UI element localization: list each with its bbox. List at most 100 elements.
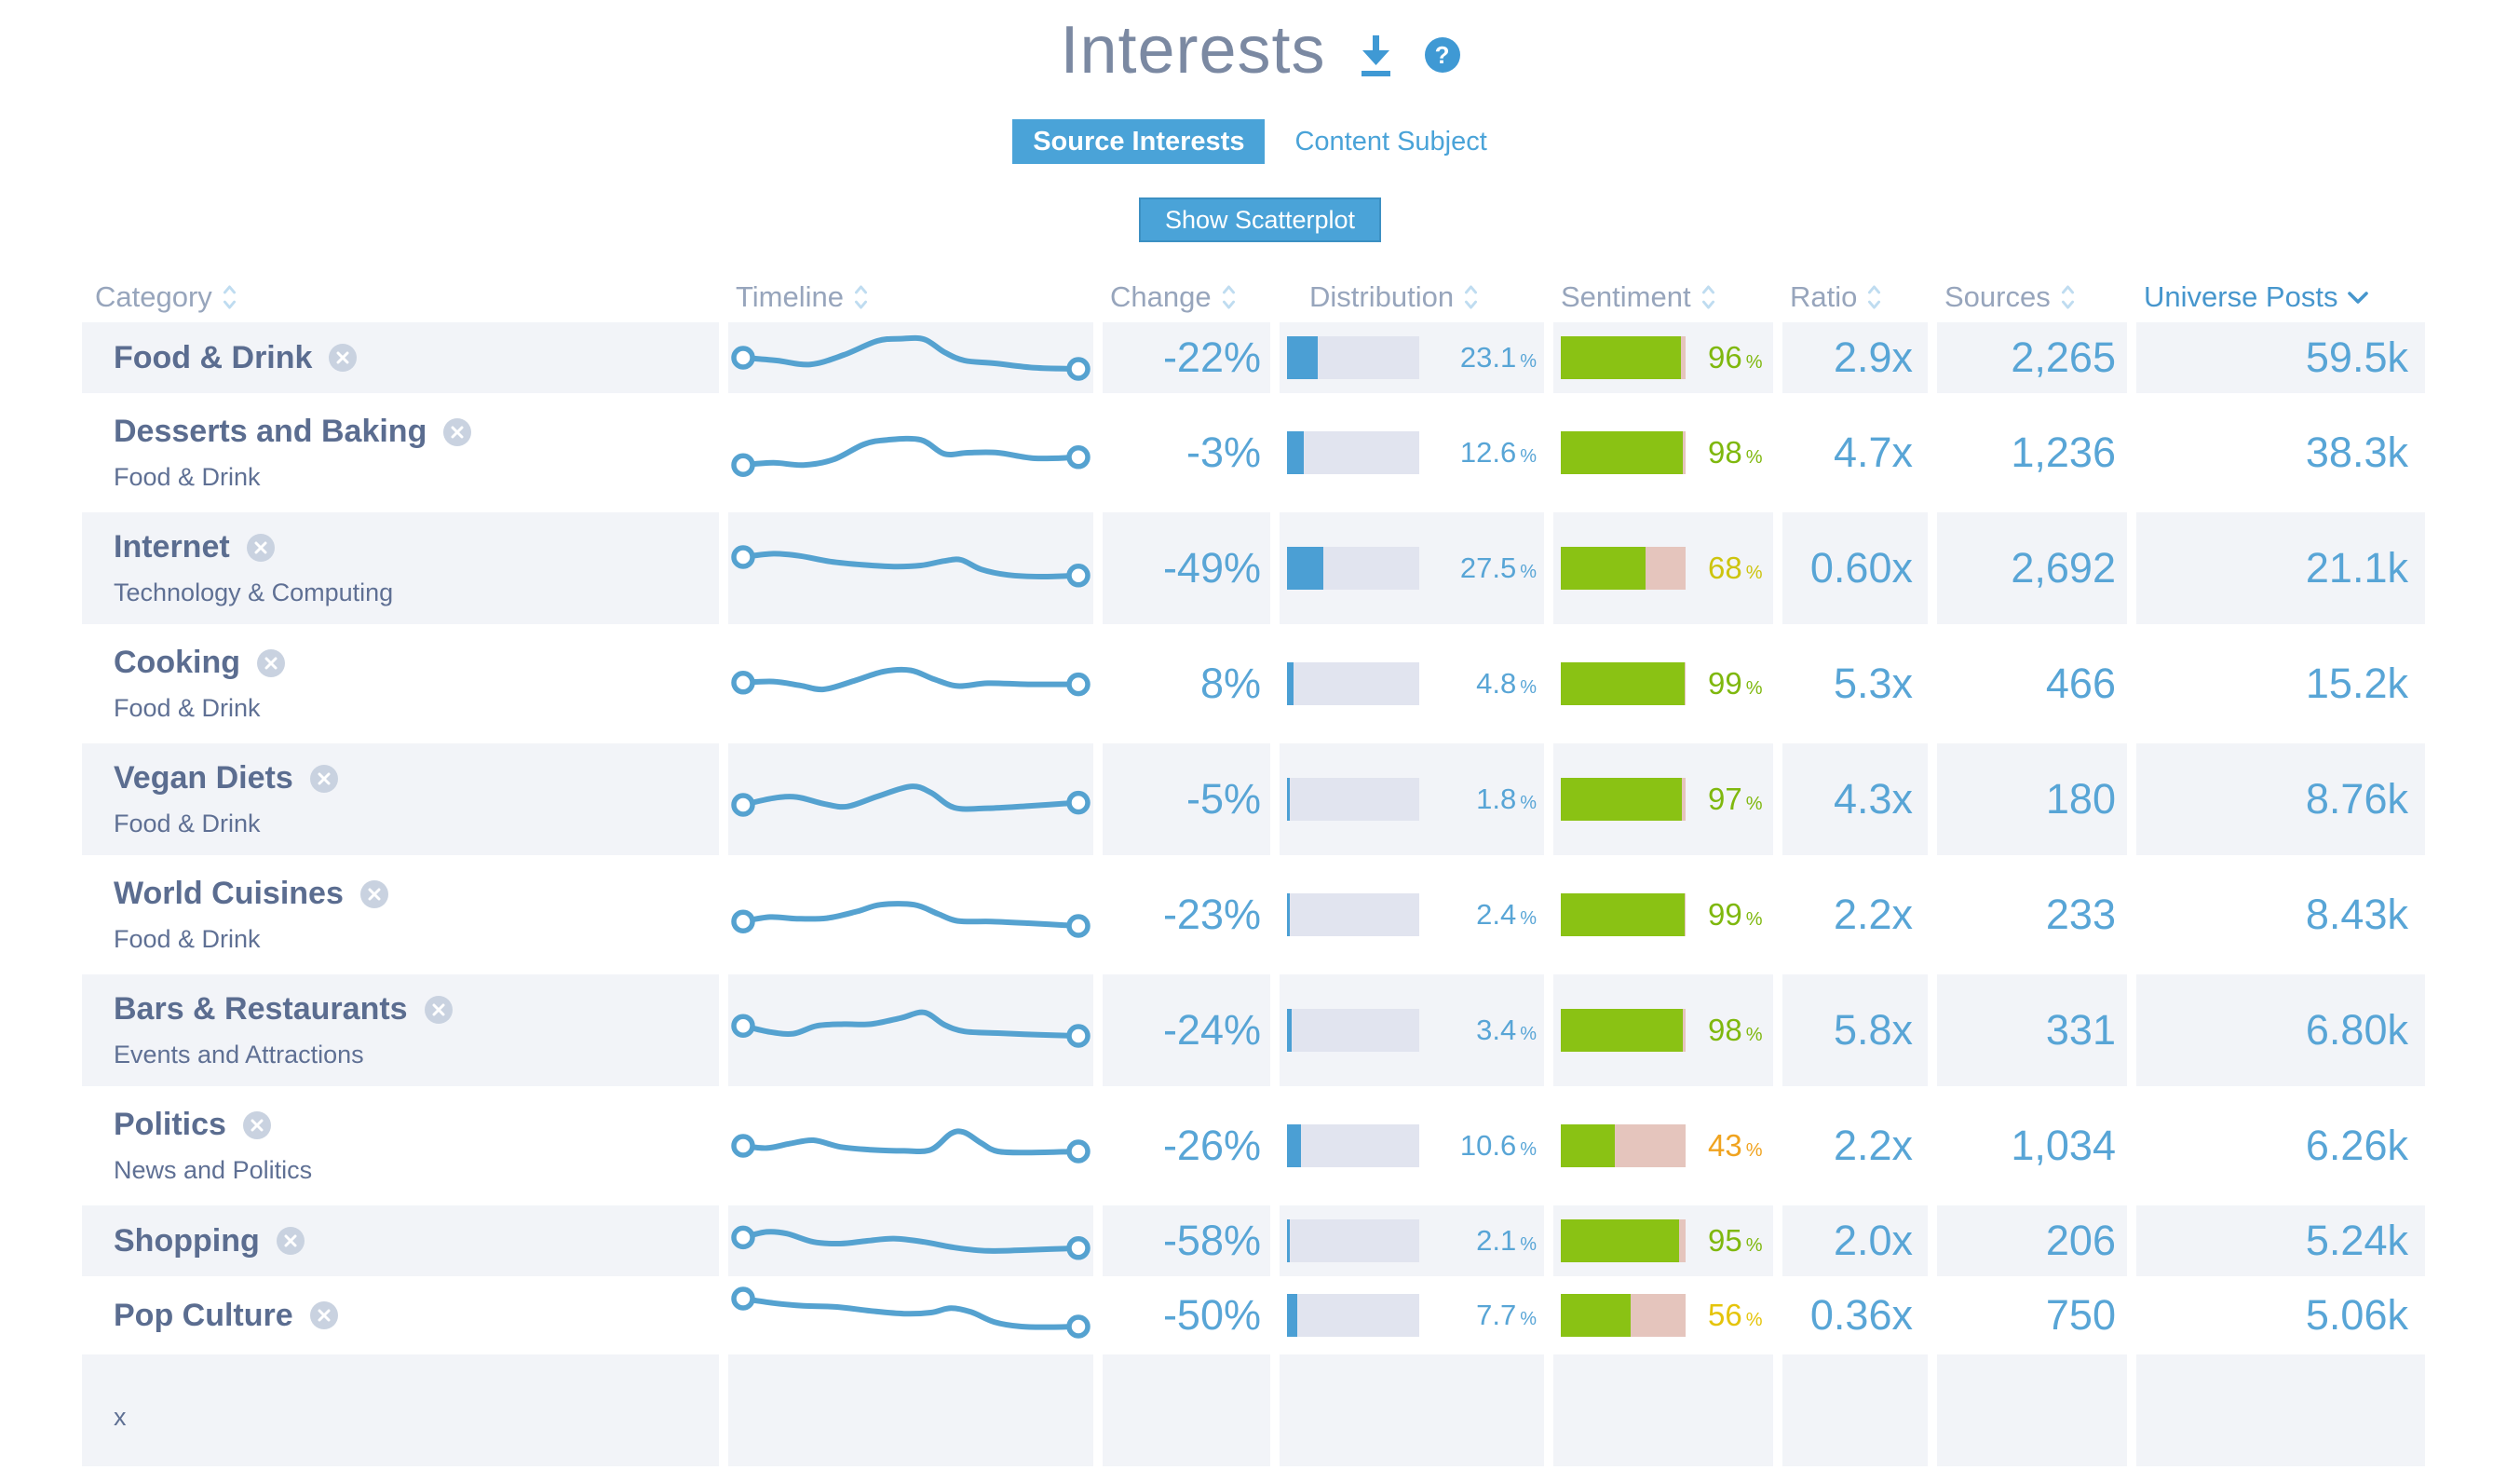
- sort-icon[interactable]: [853, 282, 869, 312]
- ratio-value: 5.8x: [1833, 1006, 1913, 1054]
- category-name: Vegan Diets: [114, 760, 293, 796]
- download-icon[interactable]: [1354, 32, 1397, 82]
- help-icon[interactable]: ?: [1424, 37, 1460, 73]
- sentiment-cell: 99 %: [1553, 628, 1773, 740]
- distribution-bar: [1287, 431, 1419, 474]
- change-cell: -22%: [1103, 322, 1270, 393]
- table-row[interactable]: Cooking Food & Drink 8% 4.8 %: [82, 628, 2425, 740]
- interests-table: Category Timeline Change Distribution Se…: [82, 272, 2425, 1470]
- timeline-sparkline: [731, 666, 1091, 697]
- sources-cell: 331: [1937, 974, 2127, 1086]
- timeline-cell: [728, 512, 1093, 624]
- timeline-sparkline: [731, 1225, 1091, 1260]
- distribution-bar: [1287, 1124, 1419, 1167]
- category-name: Food & Drink: [114, 339, 313, 375]
- remove-category-icon[interactable]: [242, 1110, 271, 1139]
- sentiment-bar-positive: [1561, 336, 1681, 379]
- category-name: Cooking: [114, 645, 240, 680]
- timeline-cell: [728, 1090, 1093, 1202]
- sort-icon[interactable]: [1221, 282, 1237, 312]
- percent-sign: %: [1520, 351, 1537, 372]
- column-header[interactable]: Sources: [1937, 280, 2127, 314]
- table-row[interactable]: Bars & Restaurants Events and Attraction…: [82, 974, 2425, 1086]
- change-cell: -26%: [1103, 1090, 1270, 1202]
- remove-category-icon[interactable]: [359, 879, 388, 908]
- category-parent: Food & Drink: [114, 694, 261, 722]
- remove-category-icon[interactable]: [443, 417, 472, 446]
- table-row[interactable]: Vegan Diets Food & Drink -5% 1.8: [82, 743, 2425, 855]
- distribution-bar: [1287, 1009, 1419, 1052]
- distribution-value: 2.4: [1476, 898, 1517, 931]
- column-header[interactable]: Change: [1103, 280, 1270, 314]
- sources-cell: 1,034: [1937, 1090, 2127, 1202]
- sort-icon[interactable]: [222, 282, 237, 312]
- sentiment-bar-positive: [1561, 1294, 1632, 1337]
- tab-content-subject[interactable]: Content Subject: [1274, 119, 1507, 164]
- sentiment-bar-positive: [1561, 431, 1684, 474]
- category-name: Desserts and Baking: [114, 414, 427, 449]
- tab-source-interests[interactable]: Source Interests: [1012, 119, 1266, 164]
- universe-posts-value: 8.43k: [2305, 891, 2408, 938]
- column-header[interactable]: Distribution: [1280, 280, 1544, 314]
- distribution-value: 12.6: [1459, 436, 1517, 469]
- change-cell: -3%: [1103, 397, 1270, 509]
- sources-cell: 2,692: [1937, 512, 2127, 624]
- sort-descending-icon[interactable]: [2347, 291, 2369, 305]
- column-header-label: Universe Posts: [2144, 280, 2338, 313]
- table-row[interactable]: World Cuisines Food & Drink -23% 2.4: [82, 859, 2425, 971]
- remove-category-icon[interactable]: [329, 344, 358, 372]
- universe-posts-cell: 5.24k: [2136, 1205, 2425, 1276]
- universe-posts-value: 6.80k: [2305, 1006, 2408, 1054]
- sentiment-value: 43: [1708, 1128, 1742, 1163]
- column-header[interactable]: Sentiment: [1553, 280, 1773, 314]
- timeline-cell: [728, 1354, 1093, 1466]
- sentiment-bar: [1561, 1294, 1686, 1337]
- sources-cell: 466: [1937, 628, 2127, 740]
- distribution-bar: [1287, 893, 1419, 936]
- sort-icon[interactable]: [2060, 282, 2076, 312]
- sentiment-value: 98: [1708, 435, 1742, 470]
- remove-category-icon[interactable]: [309, 764, 338, 793]
- sort-icon[interactable]: [1700, 282, 1716, 312]
- table-row[interactable]: Food & Drink -22% 23.1 %: [82, 322, 2425, 393]
- sentiment-cell: 98 %: [1553, 397, 1773, 509]
- universe-posts-value: 21.1k: [2305, 544, 2408, 592]
- ratio-cell: 2.9x: [1782, 322, 1928, 393]
- timeline-sparkline: [731, 334, 1091, 381]
- distribution-value: 4.8: [1476, 667, 1517, 700]
- sentiment-bar: [1561, 893, 1686, 936]
- remove-category-icon[interactable]: [256, 648, 285, 677]
- ratio-value: 0.36x: [1809, 1291, 1913, 1339]
- distribution-bar: [1287, 336, 1419, 379]
- column-header[interactable]: Universe Posts: [2136, 280, 2425, 314]
- category-cell: Politics News and Politics: [82, 1090, 719, 1202]
- universe-posts-cell: 8.43k: [2136, 859, 2425, 971]
- category-name: Politics: [114, 1107, 226, 1142]
- remove-category-icon[interactable]: [424, 995, 453, 1024]
- universe-posts-value: 5.06k: [2305, 1291, 2408, 1339]
- sort-icon[interactable]: [1463, 282, 1479, 312]
- distribution-bar-fill: [1287, 547, 1324, 590]
- sources-value: 1,034: [2011, 1122, 2116, 1169]
- sources-cell: 206: [1937, 1205, 2127, 1276]
- table-row[interactable]: Shopping -58% 2.1 %: [82, 1205, 2425, 1276]
- table-row[interactable]: Politics News and Politics -26% 10.6: [82, 1090, 2425, 1202]
- remove-category-icon[interactable]: [246, 533, 275, 562]
- universe-posts-value: 38.3k: [2305, 429, 2408, 476]
- percent-sign: %: [1520, 562, 1537, 582]
- show-scatterplot-button[interactable]: Show Scatterplot: [1138, 197, 1382, 242]
- remove-category-icon[interactable]: [309, 1301, 338, 1329]
- table-row[interactable]: Desserts and Baking Food & Drink -3% 12.: [82, 397, 2425, 509]
- percent-sign: %: [1745, 794, 1763, 814]
- column-header[interactable]: Category: [82, 280, 719, 314]
- column-header-label: Change: [1110, 280, 1212, 313]
- remove-category-icon[interactable]: [276, 1227, 305, 1255]
- sort-icon[interactable]: [1866, 282, 1882, 312]
- table-row[interactable]: Pop Culture -50% 7.7 %: [82, 1280, 2425, 1351]
- distribution-cell: 27.5 %: [1280, 512, 1544, 624]
- column-header[interactable]: Ratio: [1782, 280, 1928, 314]
- change-value: -26%: [1162, 1122, 1261, 1169]
- column-header[interactable]: Timeline: [728, 280, 1093, 314]
- table-row[interactable]: Internet Technology & Computing -49% 27.: [82, 512, 2425, 624]
- table-row[interactable]: x % %: [82, 1354, 2425, 1466]
